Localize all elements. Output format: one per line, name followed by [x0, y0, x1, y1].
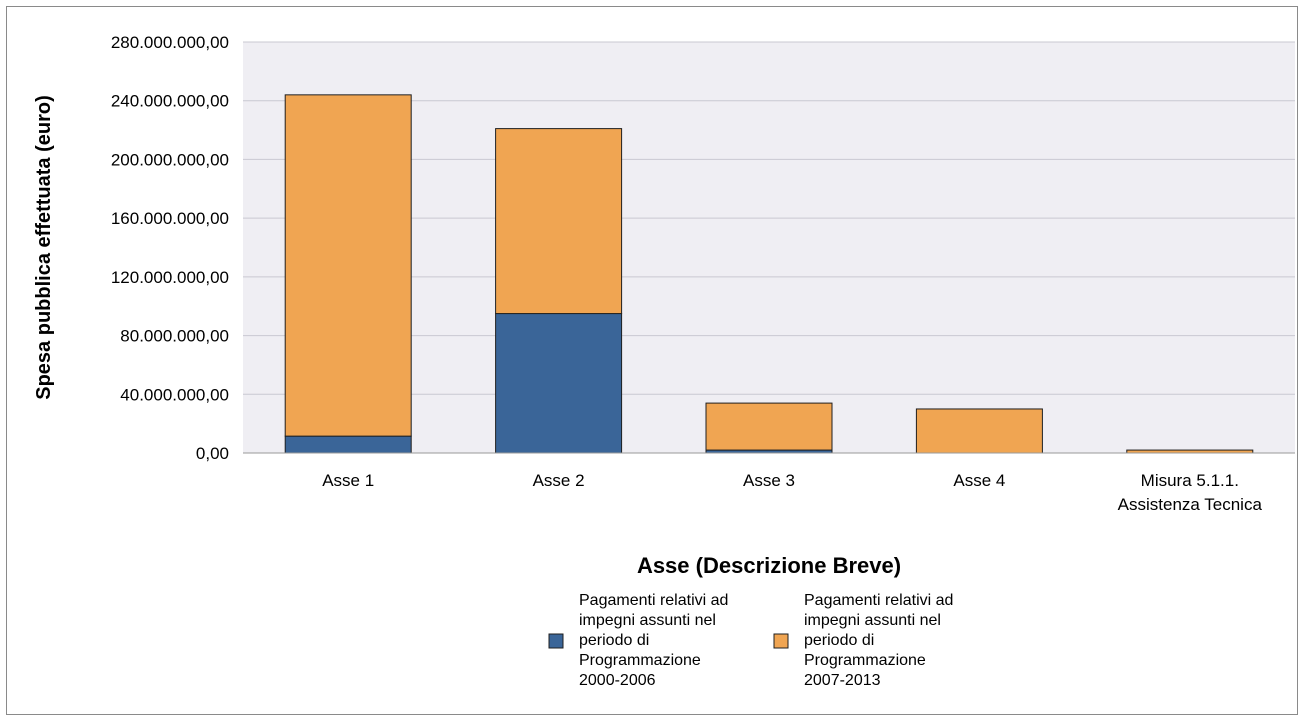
- legend-label-series-2: Programmazione: [804, 652, 926, 669]
- x-axis-title: Asse (Descrizione Breve): [637, 553, 901, 578]
- legend-label-series-1: impegni assunti nel: [579, 612, 716, 629]
- x-tick-label: Misura 5.1.1.: [1141, 471, 1239, 490]
- legend-label-series-2: periodo di: [804, 632, 874, 649]
- bar-segment-series-2: [915, 408, 1043, 454]
- x-tick-label: Asse 3: [743, 471, 795, 490]
- x-tick-label: Asse 4: [953, 471, 1005, 490]
- bar-segment-series-2: [705, 402, 833, 451]
- legend-label-series-2: impegni assunti nel: [804, 612, 941, 629]
- legend-label-series-2: Pagamenti relativi ad: [804, 592, 953, 609]
- y-tick-label: 80.000.000,00: [120, 327, 229, 346]
- y-tick-label: 40.000.000,00: [120, 385, 229, 404]
- y-axis-title: Spesa pubblica effettuata (euro): [33, 95, 55, 400]
- legend-label-series-1: Programmazione: [579, 652, 701, 669]
- legend-label-series-1: Pagamenti relativi ad: [579, 592, 728, 609]
- x-tick-label: Asse 2: [533, 471, 585, 490]
- legend-label-series-1: 2000-2006: [579, 672, 656, 689]
- y-tick-label: 120.000.000,00: [111, 268, 229, 287]
- x-tick-label: Assistenza Tecnica: [1118, 495, 1263, 514]
- legend-swatch-series-1: [548, 633, 564, 649]
- bar-segment-series-2: [495, 128, 623, 315]
- y-tick-label: 0,00: [196, 444, 229, 463]
- legend-label-series-1: periodo di: [579, 632, 649, 649]
- y-tick-label: 280.000.000,00: [111, 33, 229, 52]
- legend-label-series-2: 2007-2013: [804, 672, 881, 689]
- plot-area: [243, 42, 1295, 453]
- bar-segment-series-1: [284, 435, 412, 454]
- bar-segment-series-1: [495, 313, 623, 454]
- y-tick-label: 160.000.000,00: [111, 209, 229, 228]
- y-tick-label: 240.000.000,00: [111, 92, 229, 111]
- x-tick-label: Asse 1: [322, 471, 374, 490]
- legend-swatch-series-2: [773, 633, 789, 649]
- y-tick-label: 200.000.000,00: [111, 150, 229, 169]
- bar-segment-series-2: [284, 94, 412, 437]
